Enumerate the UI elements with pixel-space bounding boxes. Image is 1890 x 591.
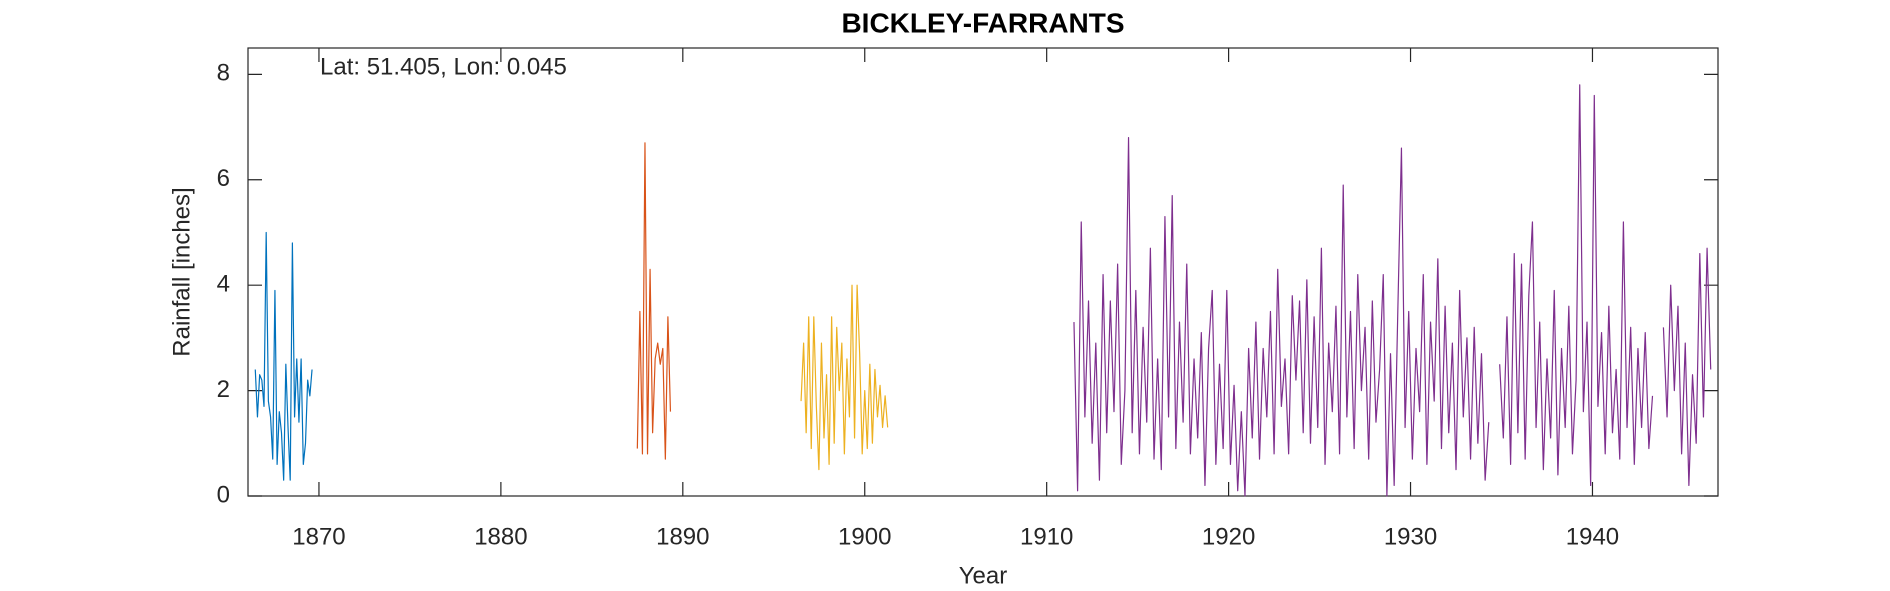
- y-tick-label: 6: [217, 165, 230, 192]
- x-tick-label: 1870: [292, 523, 345, 550]
- series-line: [800, 284, 889, 471]
- x-tick-label: 1940: [1566, 523, 1619, 550]
- chart-title: BICKLEY-FARRANTS: [841, 7, 1124, 38]
- y-tick-label: 4: [217, 271, 230, 298]
- x-tick-label: 1890: [656, 523, 709, 550]
- x-tick-label: 1910: [1020, 523, 1073, 550]
- x-tick-label: 1900: [838, 523, 891, 550]
- series-line: [636, 142, 672, 460]
- annotation: Lat: 51.405, Lon: 0.045: [320, 53, 567, 80]
- y-tick-label: 2: [217, 376, 230, 403]
- y-tick-label: 0: [217, 481, 230, 508]
- x-tick-label: 1880: [474, 523, 527, 550]
- y-tick-label: 8: [217, 60, 230, 87]
- x-tick-label: 1920: [1202, 523, 1255, 550]
- series-line: [1073, 84, 1712, 497]
- x-axis-label: Year: [959, 562, 1008, 589]
- plot-frame: [247, 47, 1719, 497]
- x-tick-label: 1930: [1384, 523, 1437, 550]
- series-line: [254, 231, 313, 481]
- y-axis-label: Rainfall [inches]: [168, 187, 195, 356]
